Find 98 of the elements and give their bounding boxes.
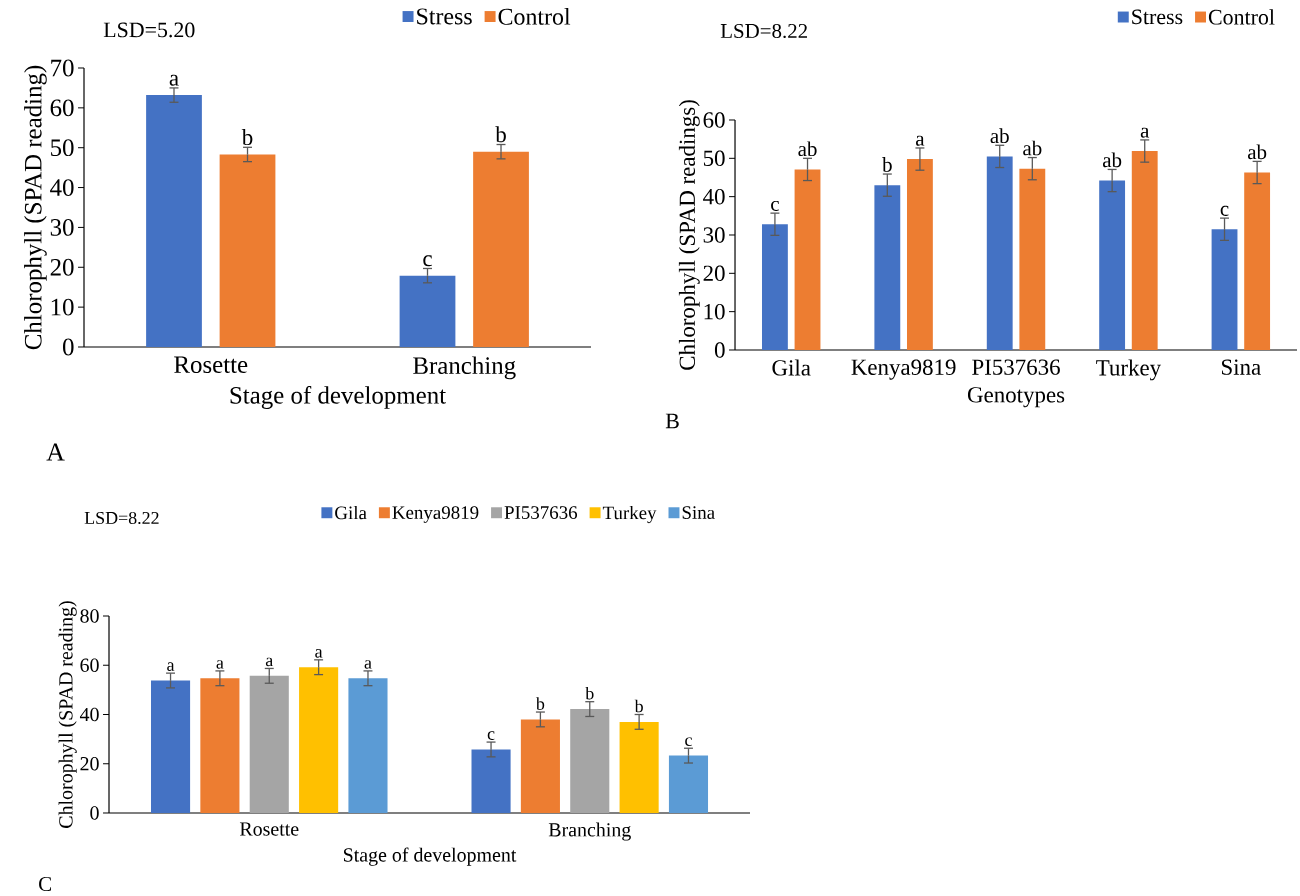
- data-label: ab: [990, 128, 1009, 144]
- y-tick-label: 60: [80, 658, 99, 672]
- data-label: b: [634, 699, 643, 713]
- y-tick-label: 0: [714, 342, 725, 358]
- bar: [1131, 151, 1158, 350]
- text: B: [665, 413, 679, 429]
- data-label: a: [167, 662, 175, 671]
- data-label: b: [241, 128, 253, 146]
- y-axis-title: Chlorophyll (SPAD reading): [58, 601, 77, 828]
- legend-label: PI537636: [504, 506, 578, 519]
- y-tick-label: 60: [50, 99, 74, 117]
- legend-label: Stress: [1132, 9, 1183, 25]
- bar: [794, 169, 821, 350]
- data-label: a: [315, 649, 323, 658]
- legend-label: Stress: [417, 8, 472, 25]
- data-label: a: [916, 135, 925, 146]
- data-label: a: [169, 74, 179, 86]
- x-tick-label: Kenya9819: [851, 359, 956, 380]
- data-label: a: [265, 657, 273, 667]
- x-tick-label: Sina: [1221, 359, 1261, 375]
- x-tick-label: Rosette: [239, 822, 299, 836]
- legend-label: Control: [498, 8, 571, 25]
- legend-label: Control: [1208, 9, 1275, 25]
- bar: [986, 156, 1013, 350]
- bar: [399, 275, 456, 347]
- data-label: c: [423, 255, 432, 267]
- data-label: ab: [798, 141, 817, 157]
- data-label: ab: [1247, 144, 1267, 160]
- y-tick-label: 50: [51, 139, 74, 157]
- y-tick-label: 30: [703, 227, 725, 243]
- x-tick-label: Branching: [548, 822, 631, 841]
- y-tick-label: 60: [703, 112, 725, 128]
- data-label: c: [487, 731, 495, 740]
- bar: [1211, 229, 1238, 350]
- y-tick-label: 40: [703, 188, 725, 205]
- bar: [1099, 180, 1126, 350]
- y-tick-label: 10: [51, 298, 74, 316]
- x-axis-title: Stage of development: [343, 847, 517, 866]
- bar: [906, 159, 933, 350]
- bar: [874, 185, 901, 350]
- data-label: b: [585, 686, 594, 700]
- bar: [219, 154, 276, 347]
- y-axis-title: Chlorophyll (SPAD readings): [678, 100, 700, 370]
- legend-label: Gila: [335, 505, 367, 520]
- data-label: ab: [1023, 140, 1042, 156]
- x-tick-label: PI537636: [972, 359, 1060, 375]
- bar: [762, 224, 788, 350]
- text: LSD=8.22: [720, 23, 807, 39]
- data-label: a: [1140, 127, 1150, 138]
- bar: [150, 680, 191, 813]
- y-tick-label: 40: [50, 179, 74, 196]
- y-tick-label: 80: [80, 609, 99, 623]
- y-tick-label: 20: [80, 757, 99, 771]
- y-tick-label: 0: [90, 806, 99, 820]
- bar: [471, 749, 511, 813]
- x-tick-label: Turkey: [1096, 359, 1162, 381]
- data-label: b: [495, 126, 506, 143]
- text: LSD=8.22: [84, 511, 159, 525]
- text: C: [39, 876, 51, 892]
- y-tick-label: 20: [703, 265, 725, 282]
- y-tick-label: 10: [704, 303, 725, 320]
- x-tick-label: Branching: [413, 356, 516, 380]
- text: A: [46, 443, 65, 461]
- y-tick-label: 20: [50, 258, 74, 276]
- bar: [473, 151, 529, 347]
- x-axis-title: Stage of development: [230, 385, 446, 409]
- y-tick-label: 40: [79, 707, 99, 722]
- legend-label: Turkey: [602, 505, 657, 524]
- data-label: c: [1220, 205, 1229, 216]
- y-axis-title: Chlorophyll (SPAD reading): [24, 65, 47, 350]
- bar: [619, 721, 659, 813]
- text: LSD=5.20: [103, 22, 195, 38]
- y-tick-label: 0: [63, 338, 74, 356]
- legend-label: Kenya9819: [392, 506, 479, 523]
- bar: [299, 667, 339, 813]
- x-axis-title: Genotypes: [967, 387, 1065, 408]
- bar: [348, 678, 388, 813]
- data-label: b: [882, 157, 892, 172]
- data-label: c: [685, 737, 692, 747]
- data-label: b: [535, 697, 545, 710]
- y-tick-label: 70: [51, 59, 74, 77]
- legend-label: Sina: [682, 506, 715, 519]
- bar: [1244, 172, 1271, 350]
- x-tick-label: Rosette: [174, 356, 248, 374]
- bar: [520, 719, 560, 813]
- bar: [570, 709, 610, 813]
- data-label: a: [216, 660, 224, 669]
- bar: [200, 678, 240, 813]
- y-tick-label: 50: [703, 150, 725, 167]
- bar: [668, 755, 709, 813]
- y-tick-label: 30: [50, 219, 74, 236]
- bar: [249, 675, 289, 813]
- x-tick-label: Gila: [772, 359, 811, 376]
- data-label: ab: [1102, 152, 1122, 168]
- data-label: c: [771, 200, 779, 211]
- bar: [146, 95, 202, 347]
- data-label: a: [364, 660, 372, 669]
- bar: [1019, 168, 1046, 350]
